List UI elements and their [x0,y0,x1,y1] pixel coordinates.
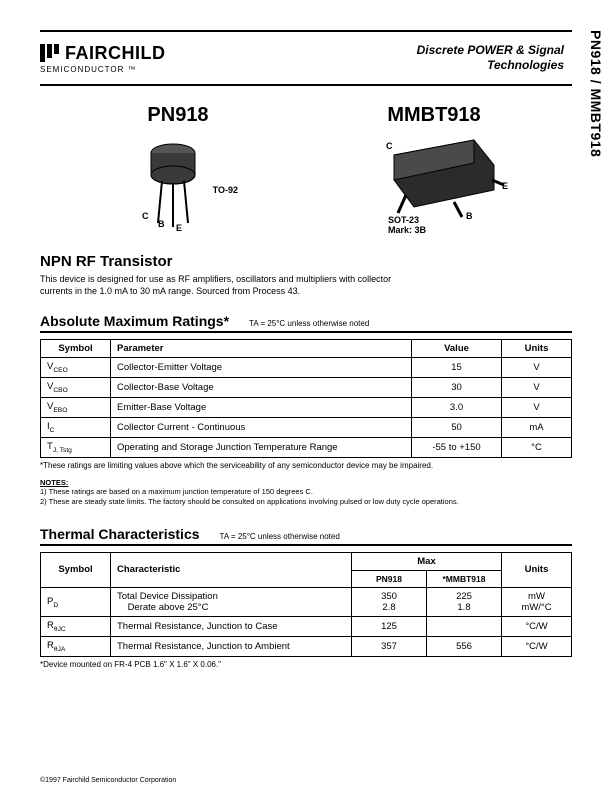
pin2-e: E [502,181,508,191]
note-2: 2) These are steady state limits. The fa… [40,497,572,506]
pin-c: C [142,211,149,221]
table-row: RθJC Thermal Resistance, Junction to Cas… [41,616,572,636]
part1-title: PN918 [147,104,208,127]
ratings-ta-note: TA = 25°C unless otherwise noted [249,319,369,328]
table-header-row: Symbol Parameter Value Units [41,340,572,358]
table-row: VCBOCollector-Base Voltage30V [41,378,572,398]
tagline: Discrete POWER & Signal Technologies [417,43,564,73]
sot23-icon [354,135,514,235]
brand-name: FAIRCHILD [65,43,166,64]
thermal-star-note: *Device mounted on FR-4 PCB 1.6" X 1.6" … [40,660,572,669]
col-parameter: Parameter [111,340,412,358]
logo-bars-icon [40,44,59,62]
ratings-table: Symbol Parameter Value Units VCEOCollect… [40,339,572,457]
ratings-title-row: Absolute Maximum Ratings* TA = 25°C unle… [40,313,572,333]
sot23-drawing: C E B SOT-23 Mark: 3B [354,135,514,235]
subcol-pn918: PN918 [352,570,427,587]
pin-b: B [158,219,165,229]
to92-label: TO-92 [213,185,238,195]
part-mmbt918: MMBT918 C E B SOT-23 Mark: 3B [319,104,549,235]
ratings-notes: NOTES: 1) These ratings are based on a m… [40,478,572,506]
col-units: Units [502,340,572,358]
table-row: VEBOEmitter-Base Voltage3.0V [41,398,572,418]
category-heading: NPN RF Transistor [40,253,572,270]
col-characteristic: Characteristic [111,552,352,587]
thermal-title-row: Thermal Characteristics TA = 25°C unless… [40,526,572,546]
sot23-label: SOT-23 [388,215,426,225]
col-max: Max [352,552,502,570]
part-pn918: PN918 C B E TO-92 [63,104,293,235]
table-row: TJ, TstgOperating and Storage Junction T… [41,437,572,457]
tagline-line2: Technologies [417,58,564,73]
subcol-mmbt918: *MMBT918 [427,570,502,587]
tagline-line1: Discrete POWER & Signal [417,43,564,58]
sot23-mark: Mark: 3B [388,225,426,235]
col-symbol: Symbol [41,340,111,358]
thermal-table: Symbol Characteristic Max Units PN918 *M… [40,552,572,657]
pin-e: E [176,223,182,233]
description: This device is designed for use as RF am… [40,274,400,297]
pin2-b: B [466,211,473,221]
table-row: PD Total Device Dissipation Derate above… [41,587,572,616]
note-1: 1) These ratings are based on a maximum … [40,487,572,496]
ratings-title: Absolute Maximum Ratings* [40,313,229,329]
header-bar: FAIRCHILD SEMICONDUCTOR ™ Discrete POWER… [40,30,572,86]
pin2-c: C [386,141,393,151]
table-row: RθJA Thermal Resistance, Junction to Amb… [41,636,572,656]
ratings-star-note: *These ratings are limiting values above… [40,461,572,470]
table-row: VCEOCollector-Emitter Voltage15V [41,358,572,378]
parts-row: PN918 C B E TO-92 MMBT918 [50,104,562,235]
col-symbol: Symbol [41,552,111,587]
col-value: Value [412,340,502,358]
col-units: Units [502,552,572,587]
part2-title: MMBT918 [387,104,480,127]
table-row: ICCollector Current - Continuous50mA [41,418,572,438]
copyright: ©1997 Fairchild Semiconductor Corporatio… [40,777,176,784]
brand-logo: FAIRCHILD SEMICONDUCTOR ™ [40,43,166,74]
brand-sub: SEMICONDUCTOR ™ [40,65,166,74]
table-header-row: Symbol Characteristic Max Units [41,552,572,570]
thermal-ta-note: TA = 25°C unless otherwise noted [220,532,340,541]
notes-heading: NOTES: [40,478,572,487]
to92-drawing: C B E TO-92 [118,135,238,235]
thermal-title: Thermal Characteristics [40,526,200,542]
